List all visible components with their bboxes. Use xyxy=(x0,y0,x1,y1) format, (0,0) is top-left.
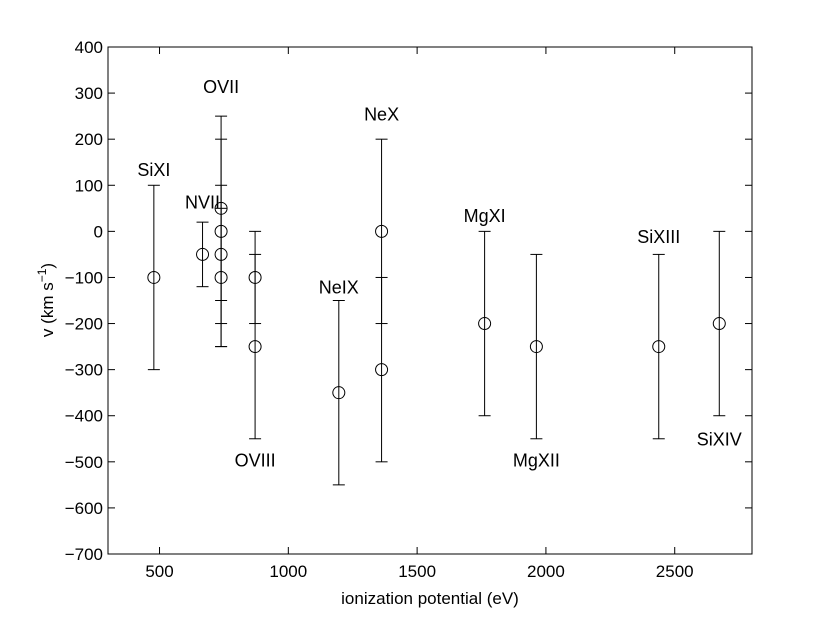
y-tick-label: 300 xyxy=(75,84,103,103)
ion-label: OVIII xyxy=(235,450,276,470)
data-point xyxy=(248,270,262,284)
data-point xyxy=(214,201,228,215)
data-point xyxy=(375,363,389,377)
data-point xyxy=(332,386,346,400)
error-bar xyxy=(478,230,491,417)
x-tick-label: 2000 xyxy=(527,562,565,581)
data-point xyxy=(652,340,666,354)
data-markers xyxy=(147,201,726,400)
error-bar xyxy=(375,276,388,463)
error-bar xyxy=(530,253,543,440)
y-tick-label: −500 xyxy=(65,453,103,472)
ion-label: OVII xyxy=(203,77,239,97)
y-tick-label: −600 xyxy=(65,499,103,518)
y-axis-label-main: v (km s xyxy=(38,282,57,337)
data-point xyxy=(712,317,726,331)
error-bar xyxy=(196,221,209,288)
y-axis-label-close: ) xyxy=(38,263,57,269)
data-point xyxy=(214,247,228,261)
x-tick-label: 500 xyxy=(145,562,173,581)
data-point xyxy=(214,270,228,284)
data-point xyxy=(529,340,543,354)
ion-label: SiXIII xyxy=(637,227,680,247)
y-tick-label: −700 xyxy=(65,545,103,564)
y-tick-label: −400 xyxy=(65,407,103,426)
x-axis-label: ionization potential (eV) xyxy=(341,589,519,608)
error-bar xyxy=(713,230,726,417)
ion-label: NeIX xyxy=(319,278,359,298)
y-tick-labels: 400 300 200 100 0 −100 −200 −300 −400 −500 −600 −70… xyxy=(65,38,103,564)
error-bars xyxy=(147,115,726,486)
error-bar xyxy=(249,253,262,440)
y-tick-label: 400 xyxy=(75,38,103,57)
x-tick-labels: 500 1000 1500 2000 2500 xyxy=(145,562,693,581)
y-axis-label-sup: −1 xyxy=(35,268,49,282)
y-tick-label: −100 xyxy=(65,268,103,287)
plot-area xyxy=(107,46,753,555)
axis-ticks xyxy=(108,46,752,555)
ion-label: NVII xyxy=(185,192,220,212)
data-point xyxy=(214,224,228,238)
y-axis-label: v (km s−1) xyxy=(35,263,57,337)
x-tick-label: 1000 xyxy=(269,562,307,581)
ion-annotations: SiXI NVII OVII OVIII NeIX NeX MgXI MgXII SiXIII S… xyxy=(137,77,741,470)
y-tick-label: −300 xyxy=(65,361,103,380)
data-point xyxy=(147,270,161,284)
y-tick-label: 0 xyxy=(94,222,103,241)
data-point xyxy=(248,340,262,354)
error-bar xyxy=(652,253,665,440)
data-point xyxy=(196,247,210,261)
error-bar xyxy=(147,184,160,371)
y-tick-label: 200 xyxy=(75,130,103,149)
y-tick-label: 100 xyxy=(75,176,103,195)
x-tick-label: 2500 xyxy=(656,562,694,581)
data-point xyxy=(478,317,492,331)
x-tick-label: 1500 xyxy=(398,562,436,581)
ion-label: SiXIV xyxy=(697,430,742,450)
error-bar xyxy=(332,300,345,486)
ion-label: MgXII xyxy=(513,450,560,470)
ion-label: NeX xyxy=(364,105,399,125)
ion-label: SiXI xyxy=(137,160,170,180)
error-bar xyxy=(215,207,228,348)
y-tick-label: −200 xyxy=(65,315,103,334)
ion-label: MgXI xyxy=(464,206,506,226)
data-point xyxy=(375,224,389,238)
